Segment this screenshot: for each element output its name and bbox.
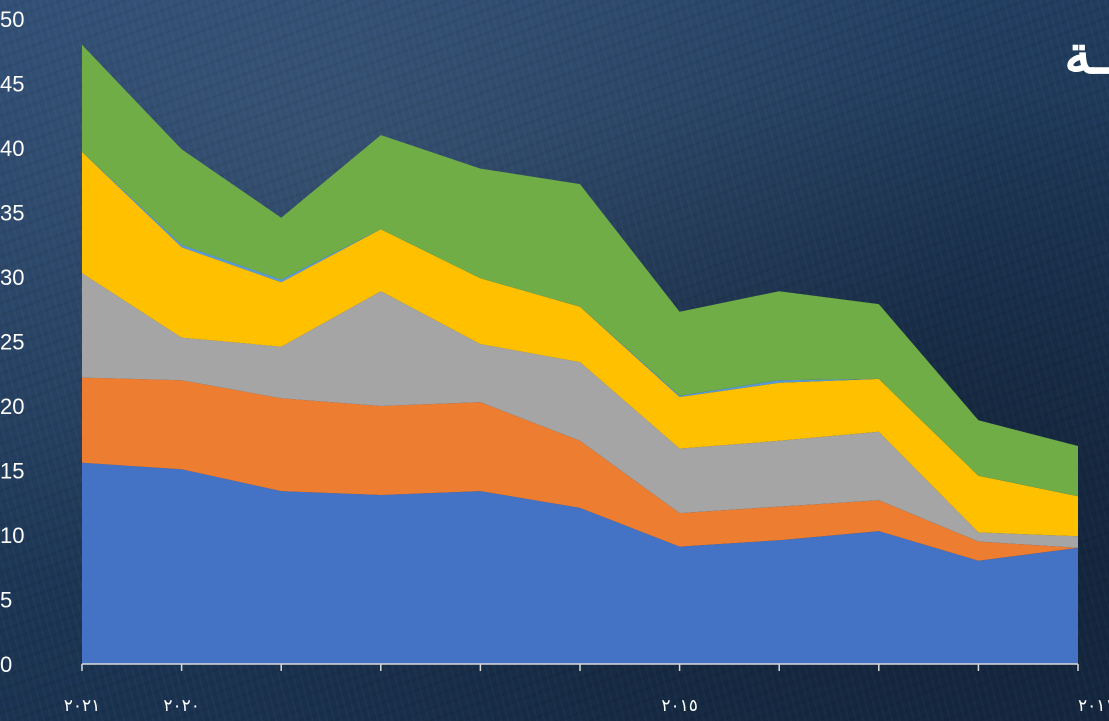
y-tick-label: 20 xyxy=(0,394,24,419)
area-series-3 xyxy=(82,273,1078,548)
y-tick-label: 0 xyxy=(0,652,12,677)
y-tick-label: 5 xyxy=(0,588,12,613)
y-tick-label: 40 xyxy=(0,136,24,161)
y-tick-label: 45 xyxy=(0,72,24,97)
area-series-2 xyxy=(82,377,1078,561)
y-tick-label: 25 xyxy=(0,330,24,355)
y-tick-label: 50 xyxy=(0,7,24,32)
area-series-4 xyxy=(82,151,1078,537)
y-tick-label: 15 xyxy=(0,459,24,484)
y-tick-label: 30 xyxy=(0,265,24,290)
area-series-6 xyxy=(82,44,1078,497)
x-tick-label: ٢٠١٥ xyxy=(661,696,698,716)
x-tick-label: ٢٠٢١ xyxy=(64,696,101,716)
y-tick-label: 35 xyxy=(0,201,24,226)
chart-title: ـة xyxy=(1064,22,1109,86)
x-tick-label: ٢٠٢٠ xyxy=(163,696,200,716)
area-series-1 xyxy=(82,462,1078,664)
y-tick-label: 10 xyxy=(0,523,24,548)
chart-areas xyxy=(82,44,1078,664)
x-tick-label: ٢٠١١ xyxy=(1078,696,1109,716)
chart-axes: 0 5 10 15 20 25 30 35 40 45 50 ٢٠٢١ ٢٠٢٠ ٢٠١٥ ٢٠١١ xyxy=(0,7,1109,716)
